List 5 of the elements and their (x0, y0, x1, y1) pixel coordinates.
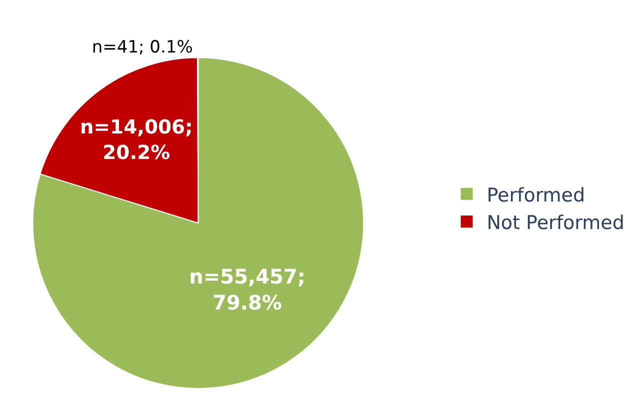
legend-label: Performed (486, 184, 586, 206)
legend-label: Not Performed (486, 212, 624, 234)
data-label: n=55,457; 79.8% (189, 264, 306, 315)
data-label: n=41; 0.1% (92, 38, 193, 58)
data-label: n=14,006; 20.2% (80, 116, 193, 164)
